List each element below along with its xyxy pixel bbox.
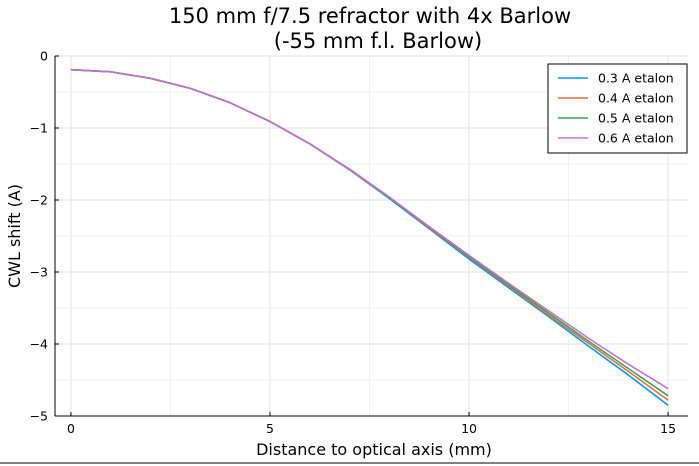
y-tick-label: −1	[30, 121, 48, 136]
axes	[0, 55, 699, 464]
series-line	[70, 68, 669, 390]
y-tick-label: 0	[40, 49, 48, 64]
x-tick-label: 10	[461, 421, 477, 436]
y-tick-label: −4	[30, 337, 48, 352]
legend: 0.3 A etalon 0.4 A etalon 0.5 A etalon 0.6 …	[547, 63, 688, 154]
chart-title: 150 mm f/7.5 refractor with 4x Barlow	[169, 4, 571, 28]
y-tick-label: −2	[30, 193, 48, 208]
tick-labels: 0 5 10 15 0 −1 −2 −3 −4 −5	[30, 49, 676, 437]
legend-label: 0.6 A etalon	[598, 131, 674, 146]
x-tick-label: 5	[266, 421, 274, 436]
y-tick-label: −5	[30, 409, 48, 424]
x-tick-label: 0	[67, 421, 75, 436]
legend-label: 0.5 A etalon	[598, 111, 674, 126]
x-tick-label: 15	[660, 421, 676, 436]
chart-subtitle: (-55 mm f.l. Barlow)	[274, 29, 482, 53]
y-tick-label: −3	[30, 265, 48, 280]
legend-label: 0.3 A etalon	[598, 71, 674, 86]
series-lines	[70, 68, 669, 406]
legend-label: 0.4 A etalon	[598, 91, 674, 106]
x-axis-label: Distance to optical axis (mm)	[256, 440, 492, 459]
y-axis-label: CWL shift (A)	[5, 184, 24, 288]
